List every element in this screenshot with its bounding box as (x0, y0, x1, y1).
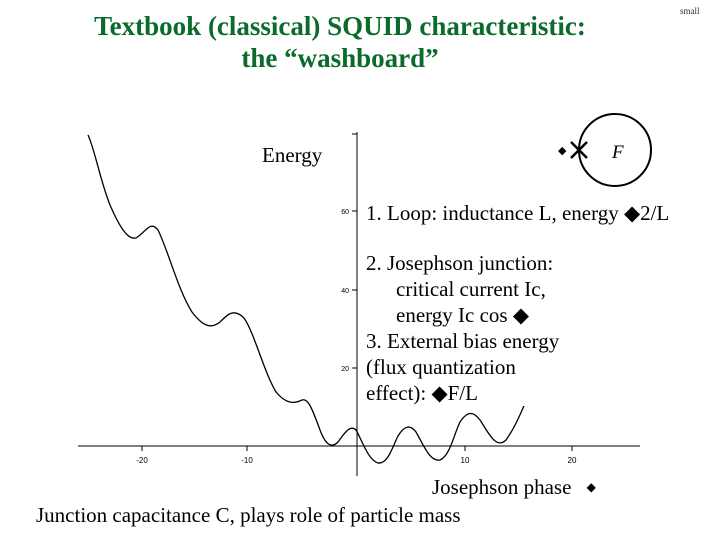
phase-symbol-icon: ◆ (586, 480, 596, 494)
x-tick-label: 10 (461, 456, 470, 465)
item-2-line-2: critical current Ic, (396, 277, 546, 301)
y-tick-label: 40 (341, 288, 349, 295)
item-3-line-1: 3. External bias energy (366, 329, 560, 353)
item-3-line-3: effect): ◆F/L (366, 381, 478, 405)
energy-label: Energy (262, 143, 323, 167)
term-list: 1. Loop: inductance L, energy ◆2/L 2. Jo… (366, 200, 670, 406)
y-tick-label: 60 (341, 209, 349, 216)
title-line-2: the “washboard” (241, 43, 439, 73)
item-2-line-1: 2. Josephson junction: (366, 251, 554, 275)
footer-note: Junction capacitance C, plays role of pa… (36, 503, 461, 527)
x-tick-label: -20 (136, 456, 148, 465)
slide-title: Textbook (classical) SQUID characteristi… (40, 10, 640, 74)
y-ticks: 20 40 60 (341, 133, 357, 373)
junction-cross-b (570, 141, 588, 159)
x-tick-label: -10 (241, 456, 253, 465)
y-tick-label: 20 (341, 366, 349, 373)
corner-note: small (680, 6, 700, 16)
item-1: 1. Loop: inductance L, energy ◆2/L (366, 201, 670, 225)
x-axis-label: Josephson phase ◆ (432, 474, 596, 500)
x-axis-label-text: Josephson phase (432, 475, 572, 499)
title-line-1: Textbook (classical) SQUID characteristi… (94, 11, 586, 41)
x-tick-label: 20 (568, 456, 577, 465)
flux-symbol: F (611, 142, 624, 163)
x-ticks: -20 -10 10 20 (136, 446, 577, 465)
item-2-line-3: energy Ic cos ◆ (396, 303, 529, 327)
item-3-line-2: (flux quantization (366, 355, 516, 379)
phase-symbol: ◆ (558, 144, 567, 157)
squid-circuit-diagram: ◆ F (558, 113, 652, 187)
